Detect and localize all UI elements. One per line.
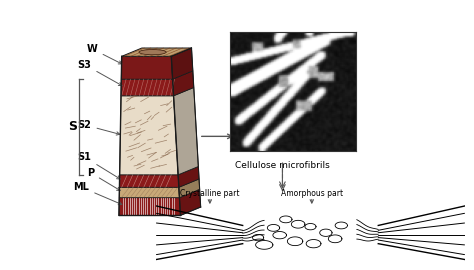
- Polygon shape: [121, 56, 173, 79]
- Polygon shape: [173, 87, 198, 175]
- Polygon shape: [171, 48, 193, 79]
- Text: Amorphous part: Amorphous part: [281, 189, 343, 198]
- Polygon shape: [119, 96, 178, 175]
- Text: Crystalline part: Crystalline part: [180, 189, 240, 198]
- Text: ML: ML: [73, 182, 122, 205]
- Polygon shape: [121, 79, 173, 96]
- Polygon shape: [122, 48, 191, 56]
- Polygon shape: [173, 71, 194, 96]
- Text: S3: S3: [78, 60, 122, 86]
- Text: S2: S2: [78, 120, 120, 135]
- Text: W: W: [87, 44, 122, 64]
- Polygon shape: [119, 198, 181, 215]
- Text: P: P: [87, 168, 120, 191]
- Polygon shape: [119, 187, 180, 198]
- Polygon shape: [179, 179, 200, 198]
- Text: Cellulose microfibrils: Cellulose microfibrils: [235, 161, 330, 170]
- Polygon shape: [119, 175, 179, 187]
- Polygon shape: [178, 167, 199, 187]
- Text: S: S: [69, 120, 78, 133]
- Ellipse shape: [139, 50, 166, 55]
- Text: S1: S1: [78, 152, 120, 179]
- Polygon shape: [180, 189, 201, 215]
